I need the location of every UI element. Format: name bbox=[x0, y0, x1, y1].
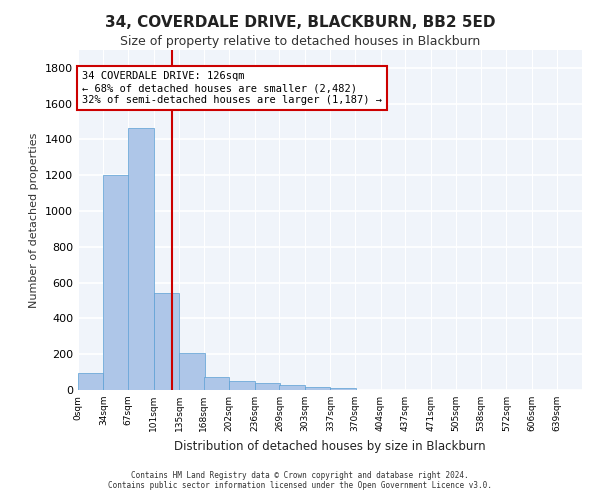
Bar bbox=[78, 373, 103, 390]
Text: Size of property relative to detached houses in Blackburn: Size of property relative to detached ho… bbox=[120, 35, 480, 48]
Text: 34, COVERDALE DRIVE, BLACKBURN, BB2 5ED: 34, COVERDALE DRIVE, BLACKBURN, BB2 5ED bbox=[105, 15, 495, 30]
Bar bbox=[305, 387, 331, 390]
Text: 34 COVERDALE DRIVE: 126sqm
← 68% of detached houses are smaller (2,482)
32% of s: 34 COVERDALE DRIVE: 126sqm ← 68% of deta… bbox=[82, 72, 382, 104]
Y-axis label: Number of detached properties: Number of detached properties bbox=[29, 132, 40, 308]
Bar bbox=[128, 128, 154, 390]
Bar bbox=[229, 382, 255, 390]
Text: Contains HM Land Registry data © Crown copyright and database right 2024.
Contai: Contains HM Land Registry data © Crown c… bbox=[108, 470, 492, 490]
X-axis label: Distribution of detached houses by size in Blackburn: Distribution of detached houses by size … bbox=[174, 440, 486, 452]
Bar bbox=[255, 383, 280, 390]
Bar bbox=[154, 294, 179, 390]
Bar bbox=[204, 378, 229, 390]
Bar bbox=[331, 388, 356, 390]
Bar bbox=[179, 354, 205, 390]
Bar bbox=[280, 385, 305, 390]
Bar bbox=[103, 176, 129, 390]
